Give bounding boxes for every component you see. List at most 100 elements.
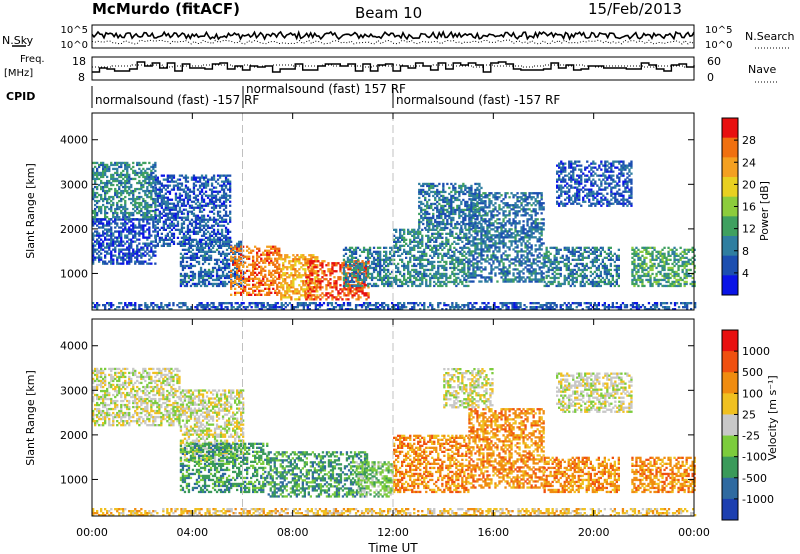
- cell-2492: [288, 260, 291, 263]
- cell-2897: [349, 290, 352, 293]
- cell-688: [116, 258, 119, 261]
- cell-4557: [488, 262, 491, 265]
- cell-3555: [427, 284, 430, 288]
- cell-4331: [470, 274, 473, 277]
- cell-2408: [276, 249, 279, 252]
- cell-1926: [213, 240, 217, 243]
- cell-4261: [476, 226, 479, 230]
- cell-3807: [459, 238, 462, 241]
- cell-1866: [203, 270, 207, 274]
- cell-3814: [461, 274, 464, 278]
- cell-321: [130, 183, 133, 187]
- cell-4811: [508, 214, 511, 217]
- cell-3725: [449, 280, 452, 284]
- cell-329: [132, 199, 135, 203]
- cell-1148: [172, 206, 176, 209]
- cell-3012: [342, 270, 346, 274]
- cell-3543: [425, 274, 428, 278]
- cell-1498: [208, 194, 212, 197]
- cell-359: [136, 195, 139, 199]
- cell-1602: [218, 174, 222, 177]
- cell-1722: [181, 278, 185, 282]
- cell-86: [102, 189, 105, 193]
- cell-3079: [354, 266, 358, 270]
- cell-306: [128, 181, 131, 185]
- cell-3040: [348, 272, 352, 276]
- cell-2486: [288, 286, 291, 289]
- cell-262: [124, 209, 127, 213]
- cell-3653: [439, 280, 442, 284]
- cell-1274: [186, 228, 190, 231]
- cell-2464: [284, 266, 287, 269]
- cell-3857: [465, 236, 468, 239]
- cell-2784: [327, 296, 330, 299]
- cell-4938: [520, 242, 523, 245]
- cell-3835: [463, 266, 466, 270]
- cell-828: [136, 260, 139, 263]
- cell-1547: [214, 242, 218, 245]
- cell-3161: [370, 266, 374, 270]
- cell-1765: [187, 250, 191, 253]
- cell-720: [120, 240, 123, 243]
- cell-3251: [385, 250, 388, 253]
- cell-372: [138, 195, 141, 199]
- cell-2932: [355, 286, 358, 289]
- beam-label: Beam 10: [355, 4, 422, 22]
- cell-1003: [158, 190, 161, 193]
- cell-146: [108, 167, 111, 171]
- cell-3373: [403, 236, 406, 239]
- cell-1306: [188, 194, 192, 197]
- cell-4900: [516, 206, 519, 209]
- freq-label-line2: [MHz]: [4, 68, 33, 79]
- cell-990: [158, 236, 161, 239]
- cell-4682: [498, 242, 501, 245]
- cell-731: [122, 258, 125, 261]
- cell-4418: [476, 242, 479, 245]
- cell-839: [136, 226, 139, 229]
- cell-1386: [198, 226, 202, 229]
- cell-467: [150, 216, 153, 219]
- cell-3371: [403, 240, 406, 243]
- cell-4837: [512, 268, 515, 271]
- cell-683: [114, 222, 117, 225]
- cell-3812: [461, 282, 464, 286]
- cell-415: [144, 211, 147, 215]
- cell-2737: [315, 266, 318, 269]
- cell-4827: [510, 228, 513, 231]
- cell-1754: [185, 260, 189, 264]
- cell-1481: [206, 184, 210, 187]
- cell-462: [148, 175, 151, 179]
- cell-976: [156, 208, 159, 211]
- cell-3491: [419, 272, 422, 276]
- cell-1627: [222, 224, 226, 227]
- cell-805: [132, 248, 135, 251]
- cell-4777: [506, 270, 509, 273]
- cell-3271: [389, 260, 392, 264]
- cell-4307: [468, 254, 471, 257]
- cell-2545: [296, 254, 299, 257]
- cell-309: [128, 175, 131, 179]
- cell-961: [154, 188, 157, 191]
- cell-1394: [198, 206, 202, 209]
- cell-4663: [496, 234, 499, 237]
- cell-240: [120, 171, 123, 175]
- cell-2353: [270, 283, 273, 286]
- power-data-cells: [92, 160, 697, 311]
- cell-4941: [520, 232, 523, 235]
- cell-2389: [274, 251, 277, 254]
- cell-1101: [168, 218, 172, 221]
- cell-3049: [350, 284, 354, 288]
- cell-999: [158, 202, 161, 205]
- cell-3886: [418, 200, 421, 204]
- cell-2474: [286, 284, 289, 287]
- cell-2191: [244, 277, 247, 280]
- cell-3806: [459, 246, 462, 249]
- cell-4606: [490, 202, 493, 205]
- cell-986: [156, 178, 159, 181]
- cell-3357: [401, 234, 404, 237]
- cell-4413: [476, 256, 479, 259]
- cell-2141: [236, 265, 239, 268]
- cell-2596: [304, 256, 307, 259]
- cell-2919: [353, 288, 356, 291]
- cell-4021: [438, 182, 441, 186]
